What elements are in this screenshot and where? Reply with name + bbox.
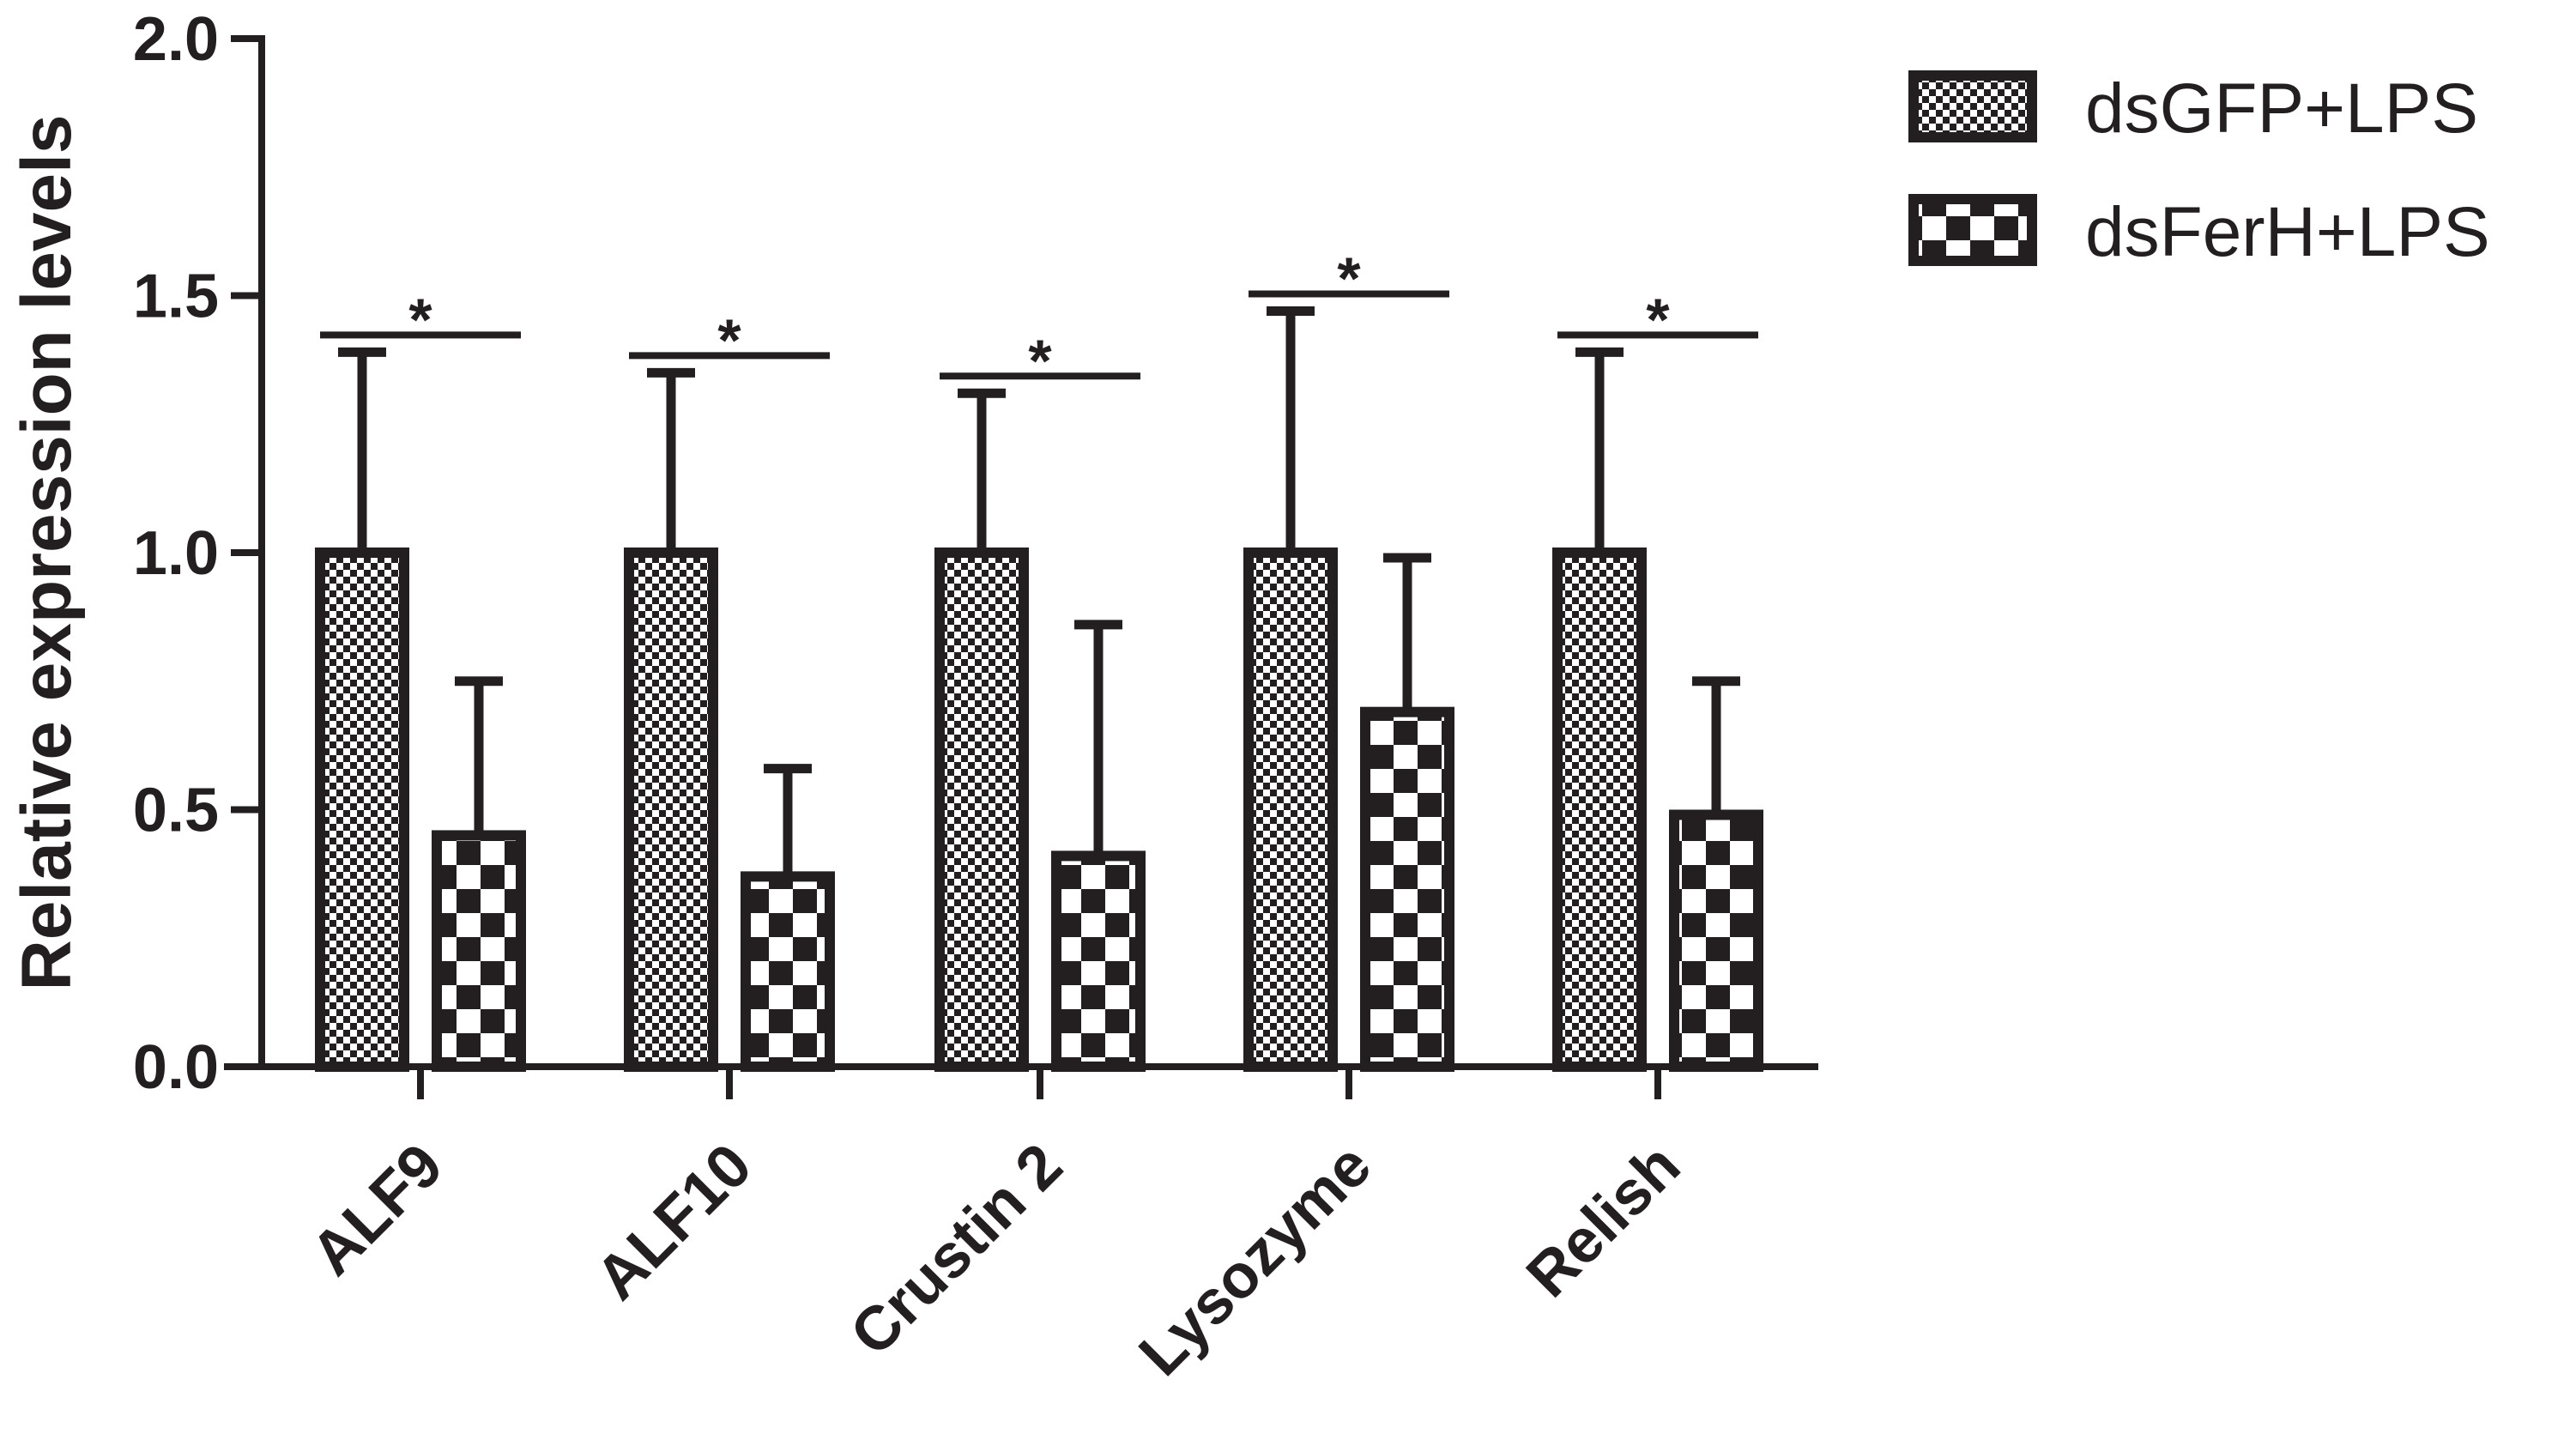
bars	[315, 548, 1763, 1072]
bar-dsferh-alf9	[432, 830, 526, 1072]
x-tick-label: Lysozyme	[1126, 1131, 1384, 1389]
bar-dsgfp-lysozyme	[1243, 548, 1338, 1072]
bar-dsferh-alf10	[741, 871, 835, 1072]
legend: dsGFP+LPS dsFerH+LPS	[1908, 70, 2490, 271]
error-bars	[338, 306, 1740, 877]
y-tick-label: 1.5	[133, 263, 219, 331]
x-tick-label: Relish	[1514, 1131, 1693, 1310]
y-tick-label: 0.0	[133, 1033, 219, 1102]
y-ticks: 0.0 0.5 1.0 1.5 2.0	[133, 5, 262, 1102]
bar-dsgfp-alf9	[315, 548, 409, 1072]
y-axis-label: Relative expression levels	[8, 114, 86, 990]
y-tick-label: 2.0	[133, 5, 219, 74]
legend-swatch-dsgfp	[1908, 70, 2037, 142]
bar-dsferh-crustin-2	[1051, 850, 1146, 1072]
significance-star: *	[1028, 327, 1052, 394]
bar-dsgfp-relish	[1552, 548, 1647, 1072]
significance-star: *	[408, 286, 432, 353]
legend-label-dsgfp: dsGFP+LPS	[2085, 70, 2478, 148]
significance-star: *	[1646, 286, 1670, 353]
y-tick-label: 0.5	[133, 777, 219, 845]
significance-star: *	[1337, 245, 1361, 312]
legend-label-dsferh: dsFerH+LPS	[2085, 193, 2490, 271]
legend-item-dsgfp: dsGFP+LPS	[1908, 70, 2478, 148]
x-tick-label: Crustin 2	[838, 1131, 1075, 1369]
bar-dsferh-relish	[1669, 809, 1763, 1072]
legend-swatch-dsferh	[1908, 194, 2037, 266]
y-tick-label: 1.0	[133, 519, 219, 588]
significance-star: *	[717, 306, 741, 373]
legend-item-dsferh: dsFerH+LPS	[1908, 193, 2490, 271]
bar-dsgfp-alf10	[624, 548, 718, 1072]
bar-dsferh-lysozyme	[1360, 706, 1454, 1072]
x-ticks: ALF9 ALF10 Crustin 2 Lysozyme Relish	[298, 1067, 1693, 1389]
x-tick-label: ALF10	[583, 1131, 765, 1313]
x-tick-label: ALF9	[298, 1131, 456, 1289]
significance-markers: * * * * *	[320, 245, 1758, 394]
bar-dsgfp-crustin-2	[934, 548, 1029, 1072]
